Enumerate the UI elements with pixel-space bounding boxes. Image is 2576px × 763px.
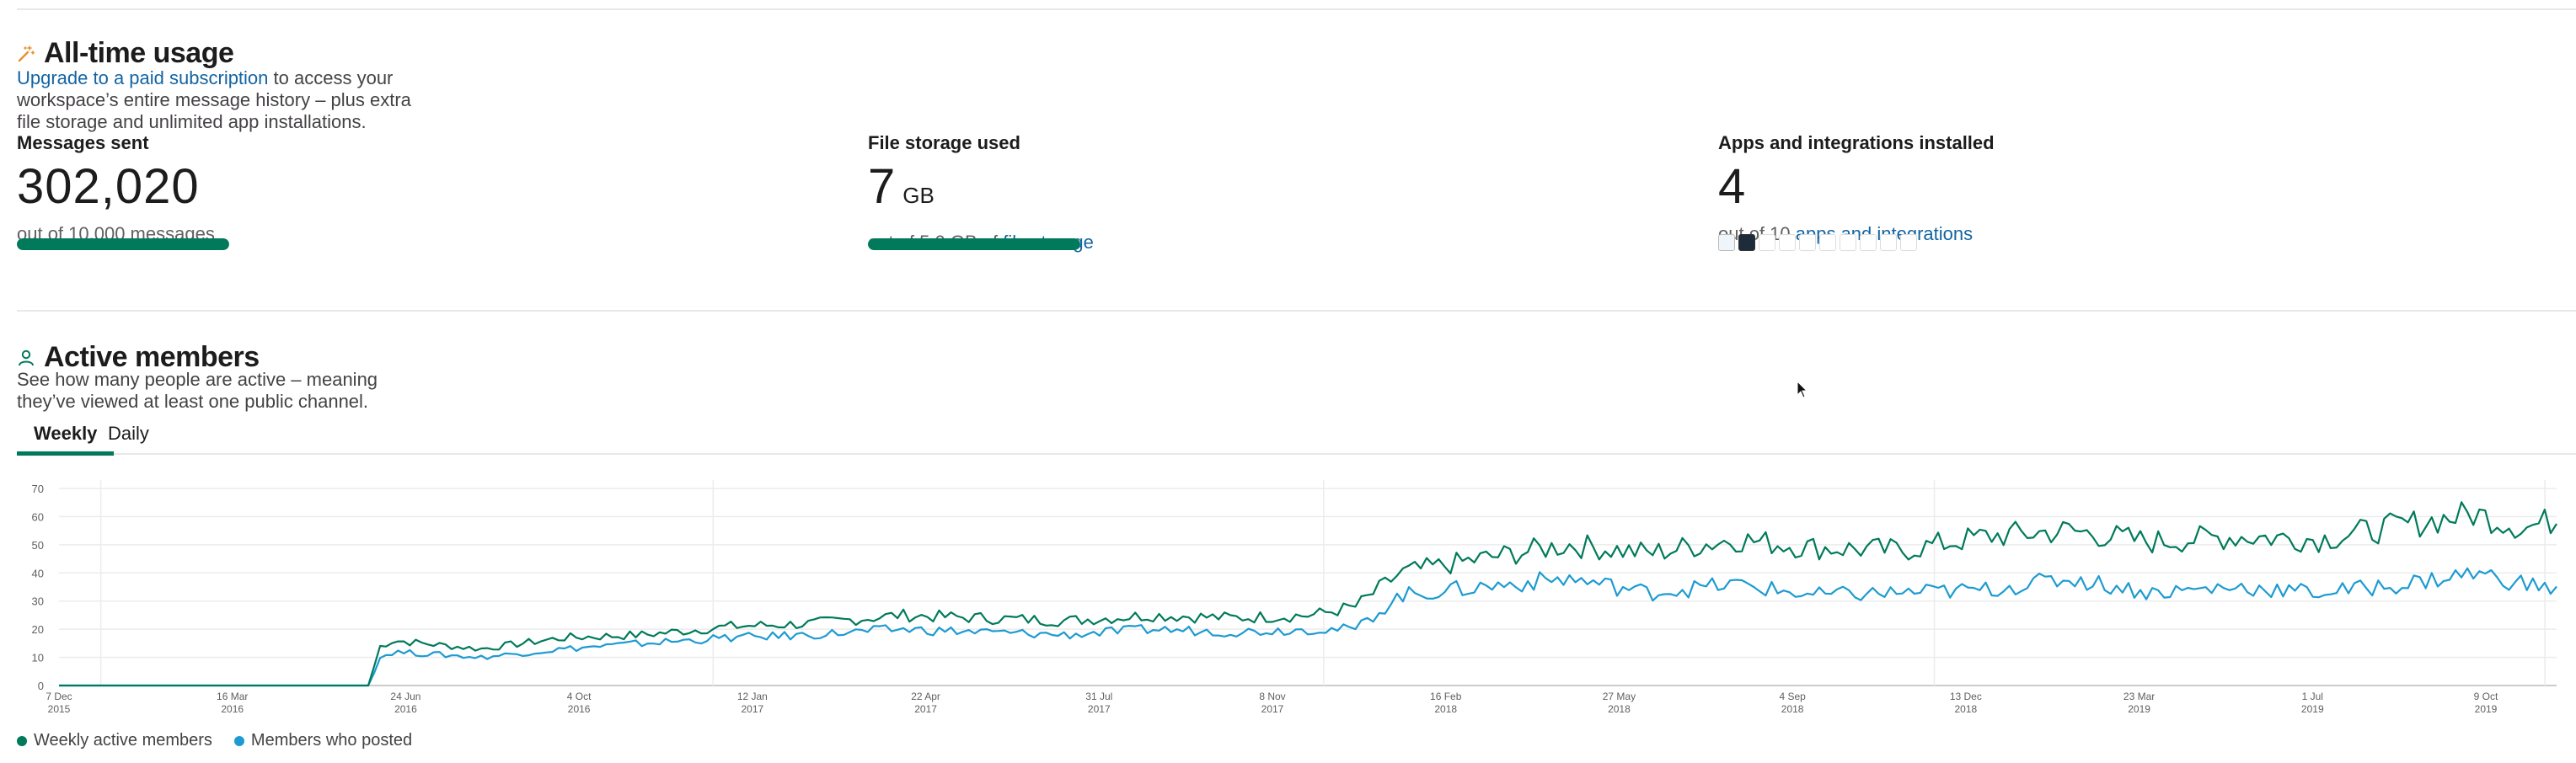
stat-unit: GB — [902, 183, 935, 208]
legend-swatch — [233, 735, 244, 746]
usage-blurb-text: to access your workspace’s entire messag… — [17, 67, 411, 132]
x-tick-label: 2019 — [2475, 703, 2498, 715]
x-tick-label: 4 Sep — [1779, 691, 1806, 702]
legend-label: Weekly active members — [34, 731, 212, 750]
x-tick-label: 2019 — [2128, 703, 2150, 715]
app-slots — [1718, 234, 1917, 251]
x-tick-label: 2018 — [1608, 703, 1631, 715]
y-tick-label: 0 — [38, 680, 44, 692]
y-tick-label: 20 — [32, 623, 44, 636]
usage-title: All-time usage — [44, 37, 234, 69]
series-line-members-posted — [59, 567, 2557, 687]
empty-app-slot — [1779, 234, 1796, 251]
x-tick-label: 2017 — [1261, 703, 1284, 715]
empty-app-slot — [1759, 234, 1775, 251]
x-tick-label: 27 May — [1603, 691, 1636, 702]
stat-value: 4 — [1718, 159, 2224, 215]
progress-fill — [17, 238, 229, 250]
x-tick-label: 2017 — [742, 703, 764, 715]
usage-header: All-time usage — [17, 37, 234, 70]
stat-number: 4 — [1718, 159, 1747, 214]
x-tick-label: 2016 — [221, 703, 244, 715]
x-tick-label: 8 Nov — [1259, 691, 1285, 702]
usage-blurb: Upgrade to a paid subscription to access… — [17, 67, 438, 133]
x-tick-label: 2018 — [1781, 703, 1804, 715]
empty-app-slot — [1840, 234, 1856, 251]
legend-item-active[interactable]: Weekly active members — [17, 731, 212, 750]
empty-app-slot — [1880, 234, 1897, 251]
y-tick-label: 30 — [32, 595, 44, 608]
x-tick-label: 2018 — [1955, 703, 1978, 715]
x-tick-label: 16 Mar — [217, 691, 248, 702]
members-header: Active members — [17, 341, 260, 374]
x-tick-label: 12 Jan — [737, 691, 768, 702]
stat-label: Apps and integrations installed — [1718, 132, 1995, 153]
x-tick-label: 2018 — [1434, 703, 1457, 715]
y-tick-label: 50 — [32, 539, 44, 552]
x-tick-label: 16 Feb — [1430, 691, 1462, 702]
stat-label: File storage used — [868, 132, 1020, 153]
members-blurb: See how many people are active – meaning… — [17, 369, 378, 412]
x-tick-label: 9 Oct — [2474, 691, 2498, 702]
section-divider — [17, 310, 2576, 312]
chart-legend: Weekly active members Members who posted — [17, 731, 412, 750]
legend-label: Members who posted — [250, 731, 413, 750]
x-tick-label: 1 Jul — [2302, 691, 2323, 702]
x-tick-label: 31 Jul — [1085, 691, 1112, 702]
x-tick-label: 24 Jun — [390, 691, 420, 702]
series-line-weekly-active — [59, 501, 2557, 687]
empty-app-slot — [1860, 234, 1877, 251]
stat-value: 7 GB — [868, 159, 1374, 223]
x-tick-label: 2017 — [1088, 703, 1111, 715]
app-icon[interactable] — [1718, 234, 1735, 251]
x-tick-label: 2019 — [2301, 703, 2324, 715]
x-tick-label: 2016 — [394, 703, 417, 715]
tab-bar: Weekly Daily — [17, 421, 2576, 456]
tab-daily[interactable]: Daily — [108, 423, 149, 444]
x-tick-label: 7 Dec — [46, 691, 72, 702]
x-tick-label: 2015 — [48, 703, 71, 715]
x-tick-label: 22 Apr — [911, 691, 940, 702]
x-tick-label: 13 Dec — [1950, 691, 1982, 702]
mouse-cursor-icon — [1797, 381, 1808, 398]
legend-item-posted[interactable]: Members who posted — [233, 731, 413, 750]
storage-progress-bar — [868, 238, 1080, 250]
x-tick-label: 23 Mar — [2123, 691, 2155, 702]
stat-value: 302,020 — [17, 159, 522, 215]
x-tick-label: 2017 — [914, 703, 937, 715]
members-title: Active members — [44, 341, 260, 373]
app-icon[interactable] — [1738, 234, 1755, 251]
x-tick-label: 2016 — [568, 703, 591, 715]
stat-apps: Apps and integrations installed 4 out of… — [1718, 132, 2224, 251]
messages-progress-bar — [17, 238, 229, 250]
empty-app-slot — [1819, 234, 1836, 251]
y-tick-label: 10 — [32, 652, 44, 664]
progress-fill — [868, 238, 1080, 250]
stat-number: 302,020 — [17, 159, 200, 214]
empty-app-slot — [1799, 234, 1816, 251]
stat-label: Messages sent — [17, 132, 149, 153]
y-tick-label: 70 — [32, 483, 44, 495]
upgrade-link[interactable]: Upgrade to a paid subscription — [17, 67, 269, 88]
person-icon — [19, 349, 34, 365]
sparkle-wand-icon — [18, 45, 35, 61]
stat-messages: Messages sent 302,020 out of 10,000 mess… — [17, 132, 522, 250]
stat-storage: File storage used 7GB out of 5.0 GB of f… — [868, 132, 1374, 253]
stat-number: 7 — [868, 159, 897, 214]
y-tick-label: 40 — [32, 567, 44, 579]
tab-weekly[interactable]: Weekly — [17, 421, 115, 456]
y-tick-label: 60 — [32, 510, 44, 523]
legend-swatch — [17, 735, 27, 746]
top-divider — [17, 8, 2576, 10]
x-tick-label: 4 Oct — [567, 691, 592, 702]
empty-app-slot — [1900, 234, 1917, 251]
